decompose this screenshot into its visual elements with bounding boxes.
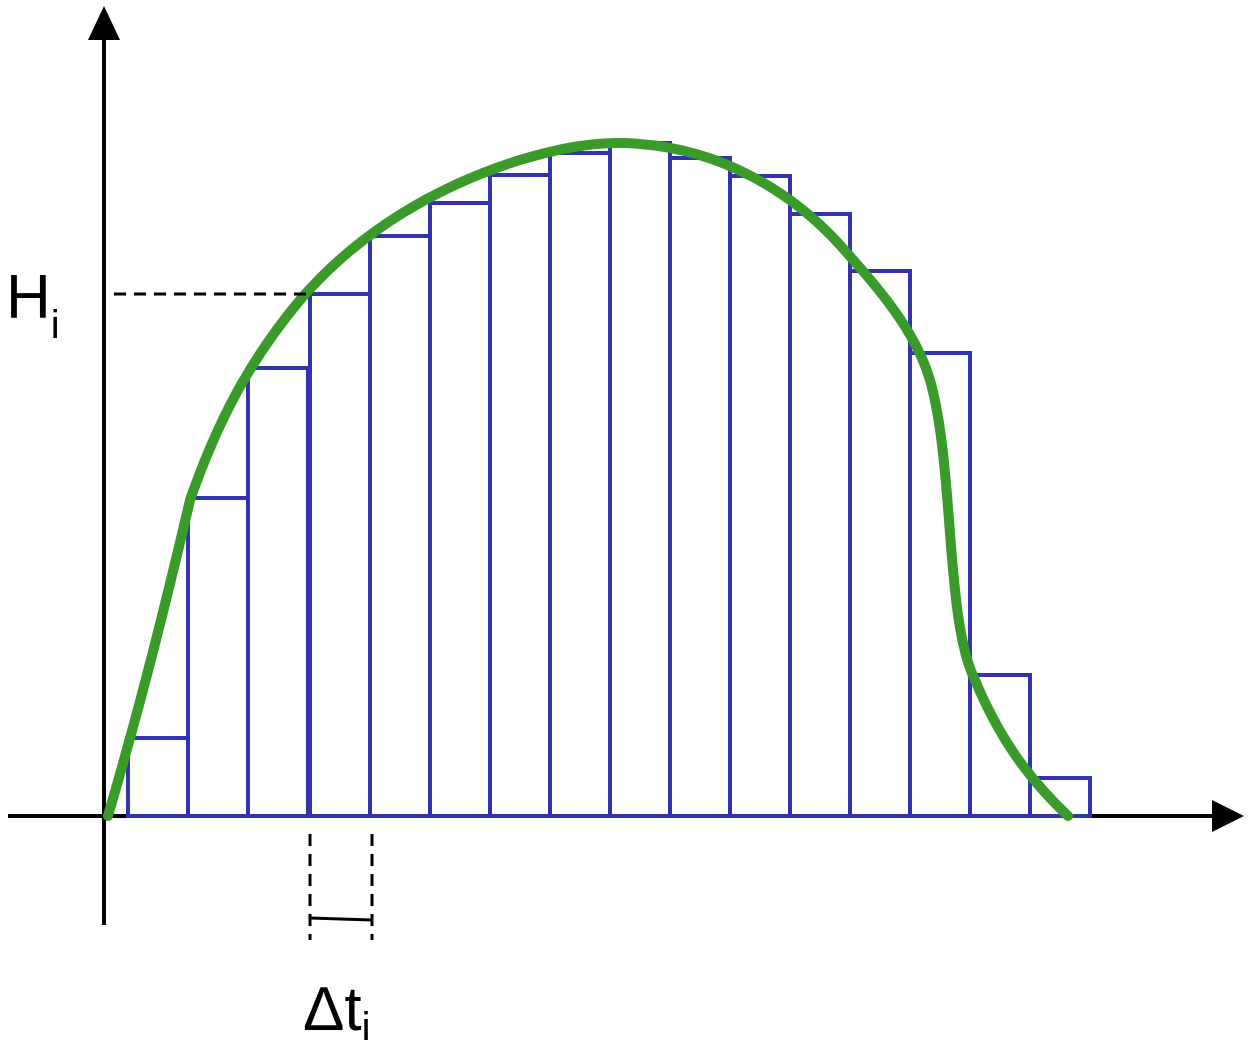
y-axis-arrow-icon	[88, 6, 120, 40]
rectangle-bar	[788, 212, 852, 818]
rectangle-bar	[308, 292, 372, 818]
rectangle-bar	[548, 151, 612, 818]
function-curve	[103, 137, 1073, 821]
rectangle-bar	[126, 736, 190, 818]
rectangles-group	[126, 141, 1092, 818]
width-bracket	[308, 834, 374, 940]
rectangle-bar	[428, 201, 492, 818]
rectangle-bar	[186, 496, 250, 818]
height-label: Hi	[6, 263, 60, 347]
rectangle-bar	[668, 156, 732, 818]
rectangle-bar	[488, 173, 552, 818]
rectangle-bar	[968, 673, 1032, 818]
rectangle-bar	[608, 141, 672, 818]
rectangle-bar	[848, 269, 912, 818]
rectangle-bar	[368, 234, 432, 818]
rectangle-bar	[246, 366, 310, 818]
rectangle-bar	[728, 174, 792, 818]
x-axis-arrow-icon	[1212, 800, 1244, 832]
rectangle-bar	[908, 351, 972, 818]
width-label: Δti	[303, 975, 371, 1049]
rectangle-bar	[1028, 776, 1092, 818]
